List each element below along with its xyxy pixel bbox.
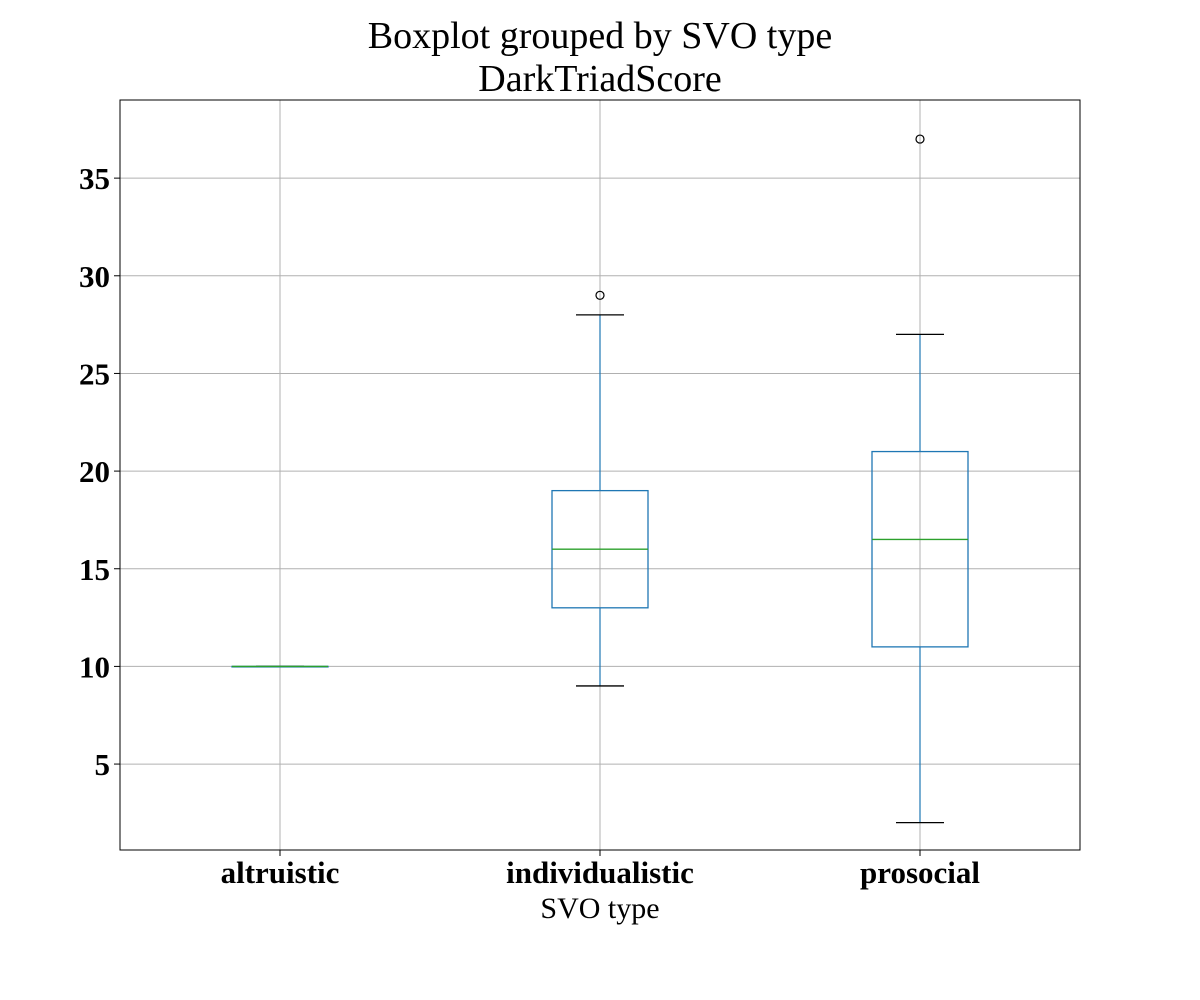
outlier-point — [915, 134, 925, 144]
outlier-point — [595, 290, 605, 300]
x-tick-label: individualistic — [506, 855, 694, 890]
x-axis-label: SVO type — [540, 892, 659, 925]
tick-layer: 5 10 15 20 25 30 35 altruistic individualistic pr… — [79, 161, 980, 890]
y-tick-label: 30 — [79, 259, 110, 294]
box-altruistic — [231, 665, 329, 668]
y-tick-label: 20 — [79, 454, 110, 489]
x-tick-label: prosocial — [860, 855, 980, 890]
box-individualistic — [551, 290, 649, 687]
y-tick-label: 5 — [95, 747, 111, 782]
box-body — [871, 450, 969, 648]
y-tick-label: 10 — [79, 649, 110, 684]
y-tick-label: 15 — [79, 552, 110, 587]
box-layer — [231, 134, 969, 824]
chart-title: Boxplot grouped by SVO type — [368, 15, 832, 57]
y-tick-label: 25 — [79, 356, 110, 391]
y-tick-label: 35 — [79, 161, 110, 196]
box-prosocial — [871, 134, 969, 824]
chart-subtitle: DarkTriadScore — [478, 58, 721, 100]
x-tick-label: altruistic — [221, 855, 340, 890]
